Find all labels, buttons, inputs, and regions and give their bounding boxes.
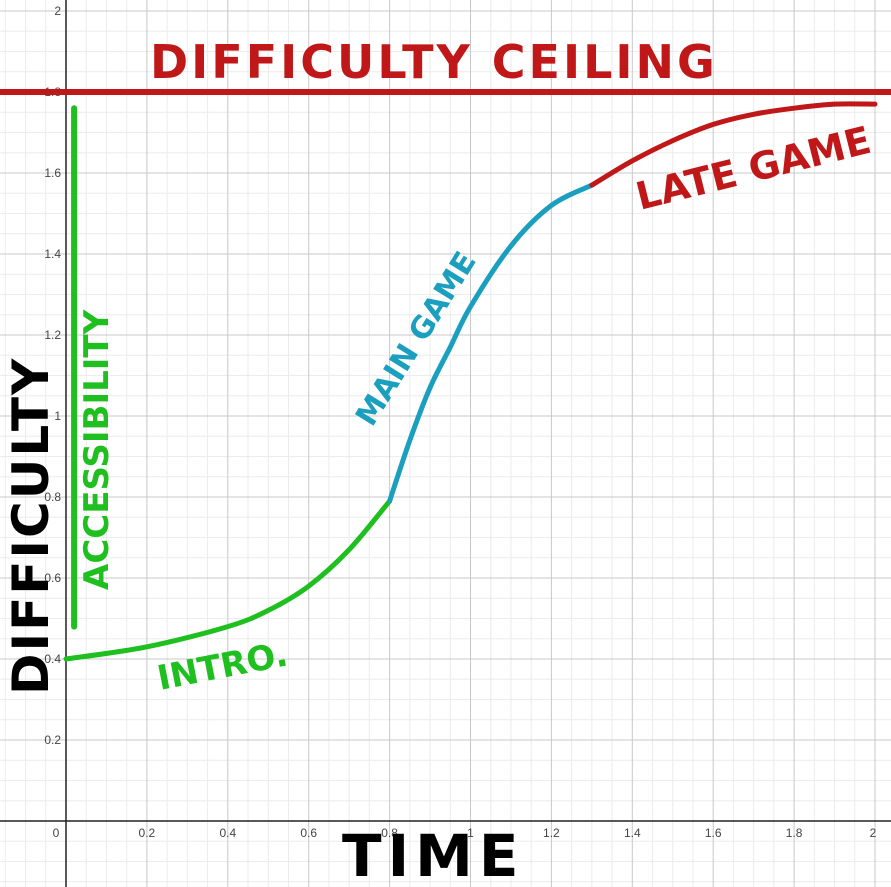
y-tick-label: 1 [54,409,61,423]
y-tick-label: 1.2 [44,328,61,342]
x-tick-label: 1.8 [786,826,803,840]
tick-labels: 0 0.2 0.4 0.6 0.8 1 1.2 1.4 1.6 1.8 2 0.2 0.4 0.6 0.8 1… [44,4,876,840]
accessibility-label: ACCESSIBILITY [77,309,117,590]
x-tick-label: 0.8 [381,826,398,840]
y-tick-label: 2 [54,4,61,18]
y-tick-label: 0.2 [44,733,61,747]
y-tick-label: 0.4 [44,652,61,666]
x-tick-label: 1 [467,826,474,840]
y-tick-label: 0.8 [44,490,61,504]
main-game-curve [387,182,595,504]
x-tick-label: 0.4 [219,826,236,840]
x-tick-label: 1.6 [705,826,722,840]
y-tick-label: 1.4 [44,247,61,261]
x-tick-label: 1.4 [624,826,641,840]
series-curves [63,101,878,662]
x-tick-label: 0.2 [139,826,156,840]
x-tick-label: 1.2 [543,826,560,840]
x-tick-label: 0.6 [300,826,317,840]
y-tick-label: 0.6 [44,571,61,585]
difficulty-ceiling-label: DIFFICULTY CEILING [150,35,718,89]
reference-lines [0,89,891,630]
late-game-curve [589,101,878,188]
y-axis-title: DIFFICULTY [2,357,60,695]
x-axis-title: TIME [342,822,524,887]
y-tick-label: 1.6 [44,166,61,180]
intro-curve [63,498,393,662]
x-tick-label: 2 [870,826,877,840]
x-tick-label: 0 [53,826,60,840]
